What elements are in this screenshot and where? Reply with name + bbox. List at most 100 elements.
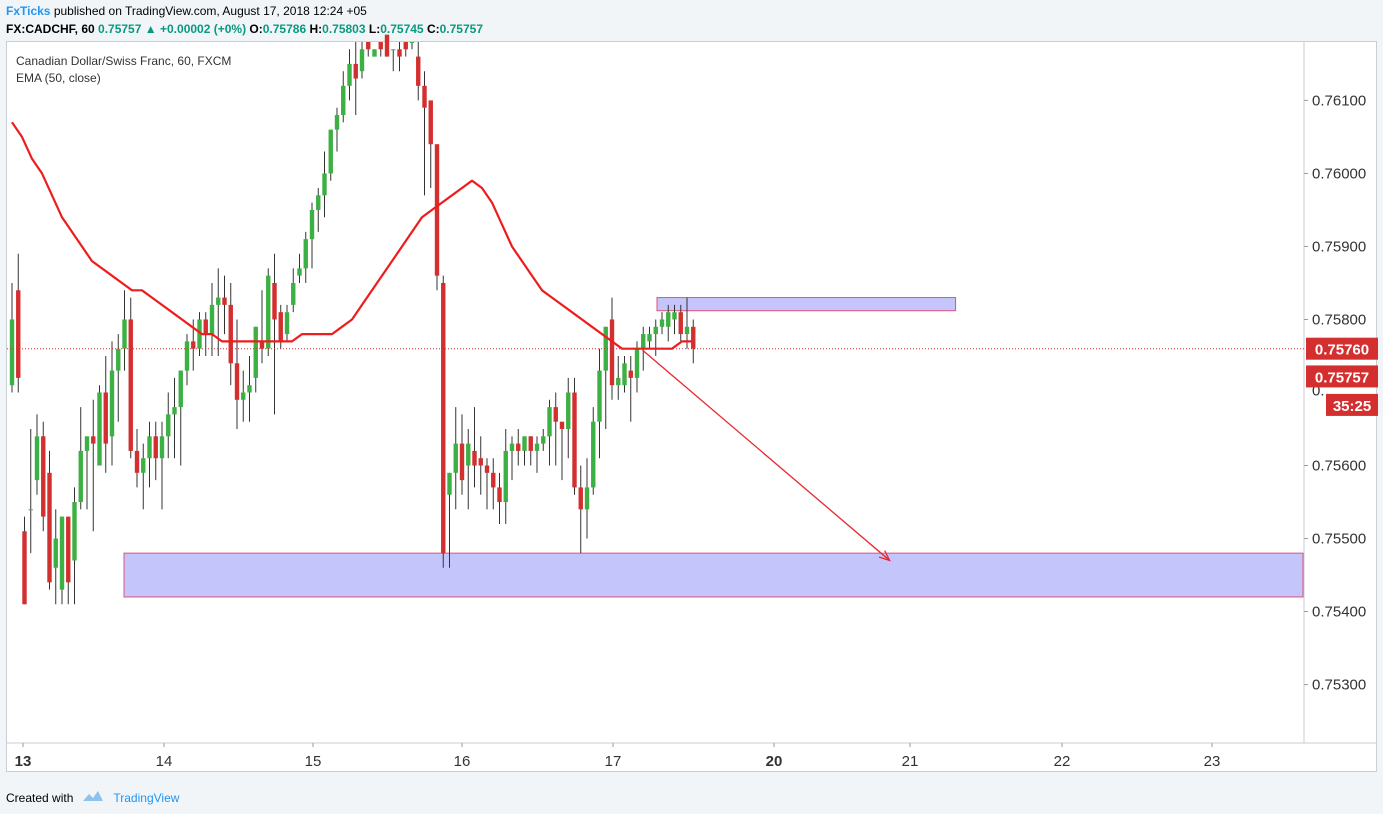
candle <box>128 297 133 459</box>
change-value: +0.00002 (+0%) <box>160 22 247 36</box>
candle-body <box>103 392 108 444</box>
candle-body <box>59 516 65 590</box>
candle <box>447 472 452 568</box>
candle-body <box>359 49 365 72</box>
candle-body <box>553 407 558 422</box>
candle <box>228 282 233 386</box>
candle-body <box>416 56 421 86</box>
candle-body <box>672 312 677 320</box>
y-axis[interactable]: 0.76100 0.76000 0.75900 0.75800 0.75600 0.755… <box>1304 92 1378 694</box>
candle-body <box>528 436 533 451</box>
candle-body <box>184 341 190 371</box>
candle <box>47 450 52 590</box>
candle-body <box>222 297 227 305</box>
candle <box>353 42 358 116</box>
candle-body <box>178 370 183 408</box>
candle <box>466 429 471 510</box>
candle <box>628 355 633 422</box>
candle-body <box>428 100 433 145</box>
candle <box>303 231 308 283</box>
candle-body <box>134 450 140 473</box>
open-value: 0.75786 <box>262 22 307 36</box>
candle-body <box>397 49 402 57</box>
candle-body <box>678 312 683 335</box>
symbol-label: FX:CADCHF, 60 <box>6 22 95 36</box>
candle-body <box>503 450 508 503</box>
candle <box>116 334 121 422</box>
candle-body <box>509 443 515 451</box>
candle <box>328 129 333 181</box>
candle-body <box>609 319 615 386</box>
candle-body <box>484 465 490 473</box>
author-name[interactable]: FxTicks <box>6 4 51 18</box>
ema-line <box>11 121 692 350</box>
tradingview-link[interactable]: TradingView <box>113 790 180 805</box>
candle <box>503 429 508 524</box>
candle-body <box>203 319 208 335</box>
candle-body <box>459 443 465 481</box>
candle <box>672 304 677 335</box>
candle-body <box>97 392 102 466</box>
candle-body <box>322 173 327 196</box>
candle-body <box>84 436 90 451</box>
candle <box>384 34 390 57</box>
candle <box>59 516 65 605</box>
candle <box>234 319 240 430</box>
candle-body <box>34 436 40 481</box>
candle-body <box>691 326 696 349</box>
candle <box>266 268 271 356</box>
candle <box>541 429 546 451</box>
candle-body <box>478 458 483 466</box>
candle-body <box>234 363 240 400</box>
candle <box>653 319 658 356</box>
published-text: published on TradingView.com, August 17,… <box>53 4 367 18</box>
candle-body <box>584 487 590 510</box>
candle <box>472 407 477 488</box>
candle-body <box>191 341 196 349</box>
candle <box>566 377 571 459</box>
candle-body <box>366 42 371 50</box>
y-tick-label: 0.76000 <box>1312 165 1366 182</box>
candle-body <box>228 304 233 364</box>
open-label: O: <box>249 22 263 36</box>
candle-body <box>622 363 627 386</box>
candle-body <box>497 487 502 503</box>
candle <box>647 326 652 349</box>
candle <box>391 49 396 72</box>
candle-body <box>347 63 352 86</box>
candle <box>184 334 190 386</box>
price-badge <box>1306 365 1378 388</box>
candle <box>422 71 427 196</box>
candle-body <box>659 319 665 327</box>
candle <box>491 458 496 510</box>
candle <box>691 319 696 364</box>
candle-body <box>641 334 646 349</box>
candle <box>28 429 33 554</box>
chart-frame[interactable] <box>6 41 1377 772</box>
candle <box>66 516 71 605</box>
candle <box>359 42 365 79</box>
x-axis[interactable]: 13 14 15 16 17 20 21 22 23 <box>15 743 1221 770</box>
candle-body <box>147 436 152 459</box>
chart-header: FxTicks published on TradingView.com, Au… <box>0 0 1383 40</box>
candle-body <box>116 348 121 371</box>
candle <box>428 100 433 189</box>
candle-body <box>16 290 21 378</box>
candle <box>578 465 583 554</box>
candle <box>609 297 615 400</box>
candle <box>366 42 371 57</box>
candle-body <box>441 282 446 554</box>
high-value: 0.75803 <box>322 22 366 36</box>
ema-legend[interactable]: EMA (50, close) <box>16 71 101 85</box>
candle-body <box>603 326 608 371</box>
candle-body <box>278 312 283 342</box>
candle-body <box>547 407 552 437</box>
candle <box>41 421 46 532</box>
candle-body <box>128 319 133 451</box>
candle-body <box>566 392 571 430</box>
candle-body <box>628 370 633 378</box>
candle-body <box>316 195 321 210</box>
candle-body <box>53 538 58 568</box>
candle-body <box>434 144 440 276</box>
